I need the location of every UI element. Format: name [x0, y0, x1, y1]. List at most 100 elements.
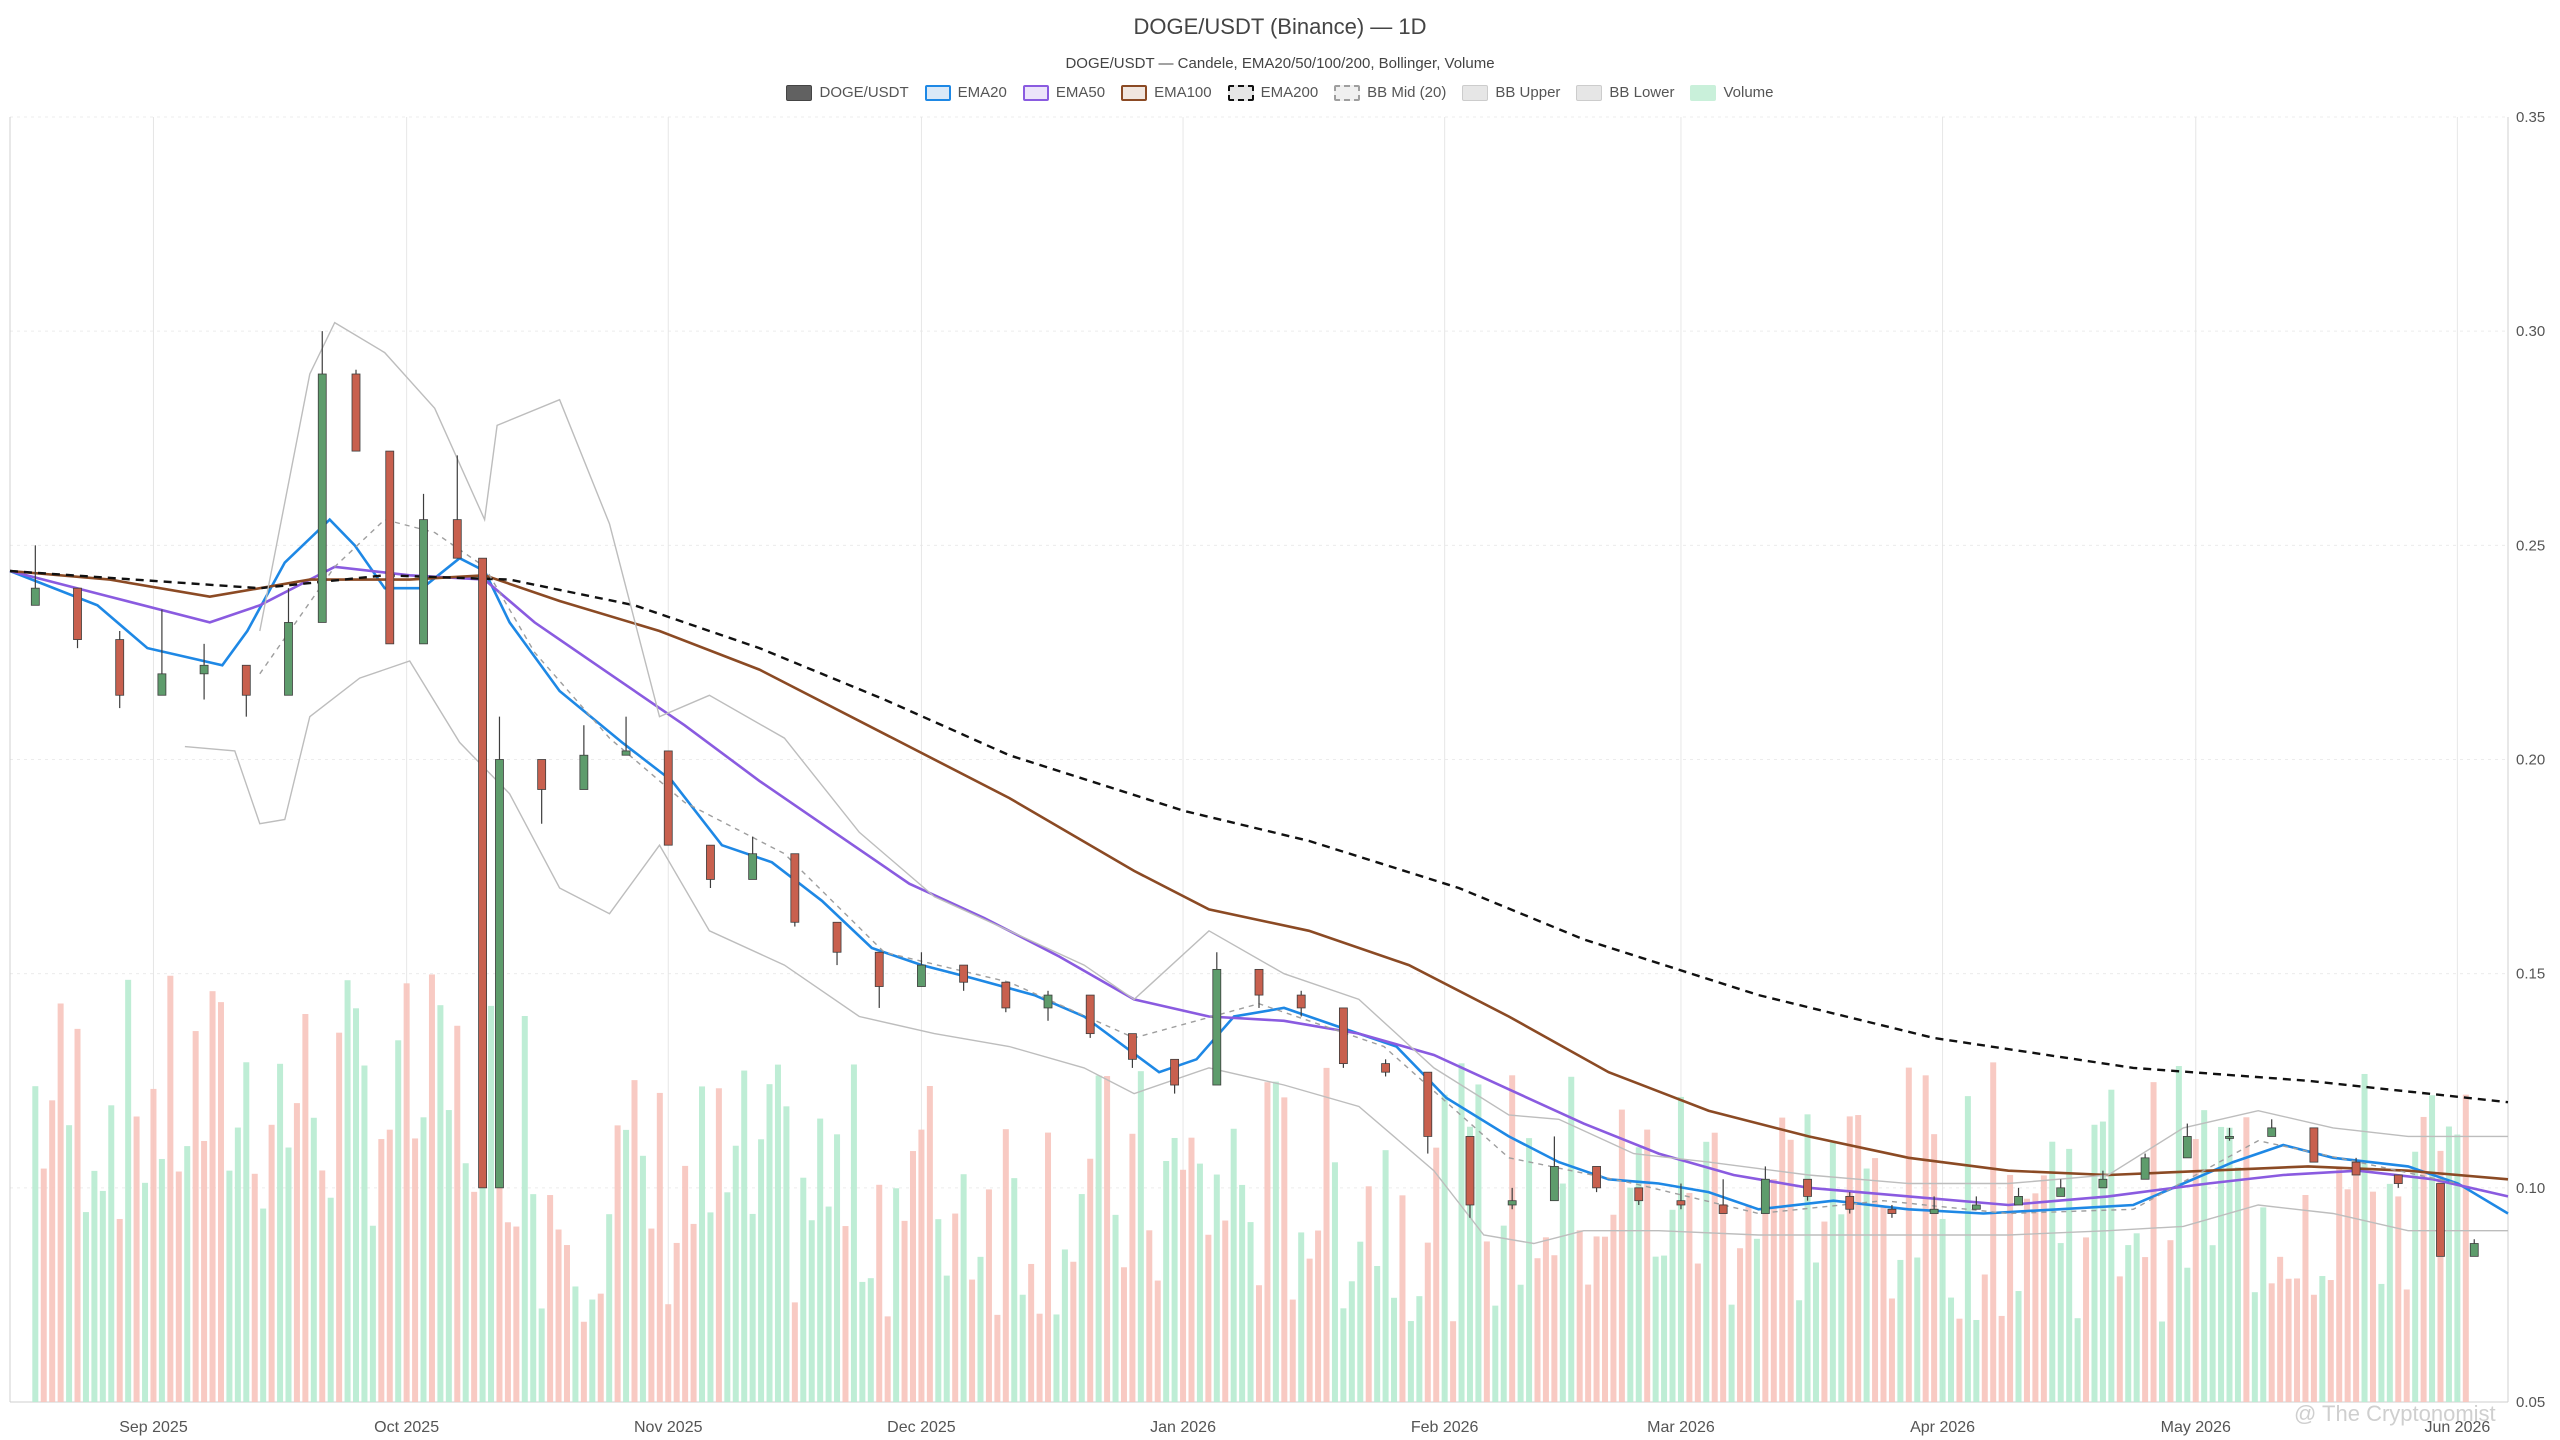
legend-label-ema20: EMA20 — [957, 84, 1007, 101]
volume-bar — [142, 1182, 149, 1402]
volume-bar — [1551, 1255, 1558, 1402]
legend-swatch-ema200 — [1227, 84, 1254, 101]
candle-body — [2014, 1196, 2023, 1206]
volume-bar — [336, 1032, 343, 1402]
volume-bar — [2150, 1082, 2157, 1402]
candle-body — [1212, 968, 1222, 1086]
volume-bar — [2108, 1089, 2115, 1402]
volume-bar — [1931, 1134, 1938, 1402]
volume-bar — [2032, 1193, 2039, 1402]
volume-bar — [1483, 1241, 1490, 1402]
legend-item-ema20[interactable]: EMA20 — [924, 84, 1007, 101]
series-line-bb-upper — [259, 321, 2508, 1185]
volume-bar — [1737, 1248, 1744, 1402]
volume-bar — [251, 1173, 258, 1402]
volume-bar — [268, 1124, 275, 1402]
volume-bar — [1855, 1115, 1862, 1402]
volume-bar — [1154, 1280, 1161, 1402]
volume-bar — [1070, 1261, 1077, 1402]
volume-bar — [167, 975, 174, 1402]
volume-bar — [2454, 1134, 2461, 1402]
candle-body — [478, 557, 487, 1189]
candle-body — [2056, 1187, 2066, 1197]
candle-body — [1592, 1166, 1601, 1189]
volume-bar — [1163, 1160, 1170, 1402]
volume-bar — [1829, 1142, 1836, 1402]
volume-bar — [555, 1229, 562, 1402]
legend-item-bb-lower[interactable]: BB Lower — [1576, 84, 1674, 101]
volume-bar — [2234, 1167, 2241, 1402]
volume-bar — [943, 1275, 950, 1402]
volume-bar — [952, 1213, 959, 1402]
volume-bar — [428, 974, 435, 1402]
y-tick-label: 0.10 — [2516, 1180, 2545, 1197]
volume-bar — [530, 1194, 537, 1402]
legend-item-bb-mid[interactable]: BB Mid (20) — [1334, 84, 1446, 101]
candle-body — [2140, 1157, 2150, 1180]
chart-subtitle: DOGE/USDT — Candele, EMA20/50/100/200, B… — [1065, 55, 1495, 72]
candle-body — [1296, 994, 1306, 1009]
volume-bar — [834, 1134, 841, 1402]
volume-bar — [2091, 1124, 2098, 1402]
volume-bar — [1939, 1218, 1946, 1402]
volume-bar — [1466, 1126, 1473, 1402]
legend-swatch-bb-lower — [1576, 84, 1603, 101]
volume-bar — [614, 1125, 621, 1402]
volume-bar — [2116, 1276, 2123, 1402]
volume-bar — [1804, 1114, 1811, 1402]
legend-item-ema50[interactable]: EMA50 — [1022, 84, 1105, 101]
volume-bar — [2066, 1148, 2073, 1402]
volume-bar — [133, 1116, 140, 1402]
volume-bar — [1365, 1186, 1372, 1402]
volume-bar — [82, 1212, 89, 1402]
legend-label-bb-upper: BB Upper — [1495, 84, 1561, 101]
legend-item-volume[interactable]: Volume — [1690, 84, 1774, 101]
volume-bar — [361, 1065, 368, 1402]
volume-bar — [1509, 1075, 1516, 1402]
volume-bar — [1753, 1238, 1760, 1402]
volume-bar — [1526, 1138, 1533, 1402]
volume-bar — [57, 1003, 64, 1402]
volume-bar — [488, 1005, 495, 1402]
volume-bar — [859, 1281, 866, 1402]
volume-bar — [732, 1145, 739, 1402]
volume-bar — [1872, 1158, 1879, 1402]
volume-bar — [909, 1151, 916, 1402]
candle-body — [1128, 1033, 1137, 1060]
volume-bar — [445, 1110, 452, 1402]
volume-bar — [547, 1195, 554, 1402]
legend-item-bb-upper[interactable]: BB Upper — [1462, 84, 1560, 101]
chart-title: DOGE/USDT (Binance) — 1D — [1133, 14, 1427, 39]
x-tick-label: May 2026 — [2161, 1419, 2231, 1436]
legend-item-ema200[interactable]: EMA200 — [1227, 84, 1318, 101]
volume-bar — [40, 1168, 47, 1402]
volume-bar — [1028, 1263, 1035, 1402]
volume-bar — [369, 1225, 376, 1402]
legend-item-dogeusdt[interactable]: DOGE/USDT — [786, 84, 909, 101]
volume-bar — [2310, 1294, 2317, 1402]
candle-body — [1085, 994, 1095, 1035]
volume-bar — [1391, 1297, 1398, 1402]
volume-bar — [1264, 1082, 1271, 1402]
volume-bar — [1593, 1236, 1600, 1402]
volume-bar — [969, 1279, 976, 1402]
volume-bar — [1796, 1300, 1803, 1402]
volume-bar — [800, 1177, 807, 1402]
volume-bar — [648, 1228, 655, 1402]
volume-bar — [1964, 1096, 1971, 1402]
volume-bar — [1272, 1081, 1279, 1402]
volume-bar — [817, 1118, 824, 1402]
volume-bar — [513, 1226, 520, 1402]
volume-bar — [32, 1086, 39, 1402]
legend-label-ema100: EMA100 — [1154, 84, 1212, 101]
volume-bar — [1348, 1281, 1355, 1402]
volume-bar — [1610, 1214, 1617, 1402]
volume-bar — [201, 1140, 208, 1402]
volume-bar — [2344, 1189, 2351, 1402]
volume-bar — [538, 1308, 545, 1402]
volume-bar — [2294, 1278, 2301, 1402]
volume-bar — [504, 1222, 511, 1402]
legend-item-ema100[interactable]: EMA100 — [1121, 84, 1212, 101]
volume-bar — [2260, 1207, 2267, 1402]
